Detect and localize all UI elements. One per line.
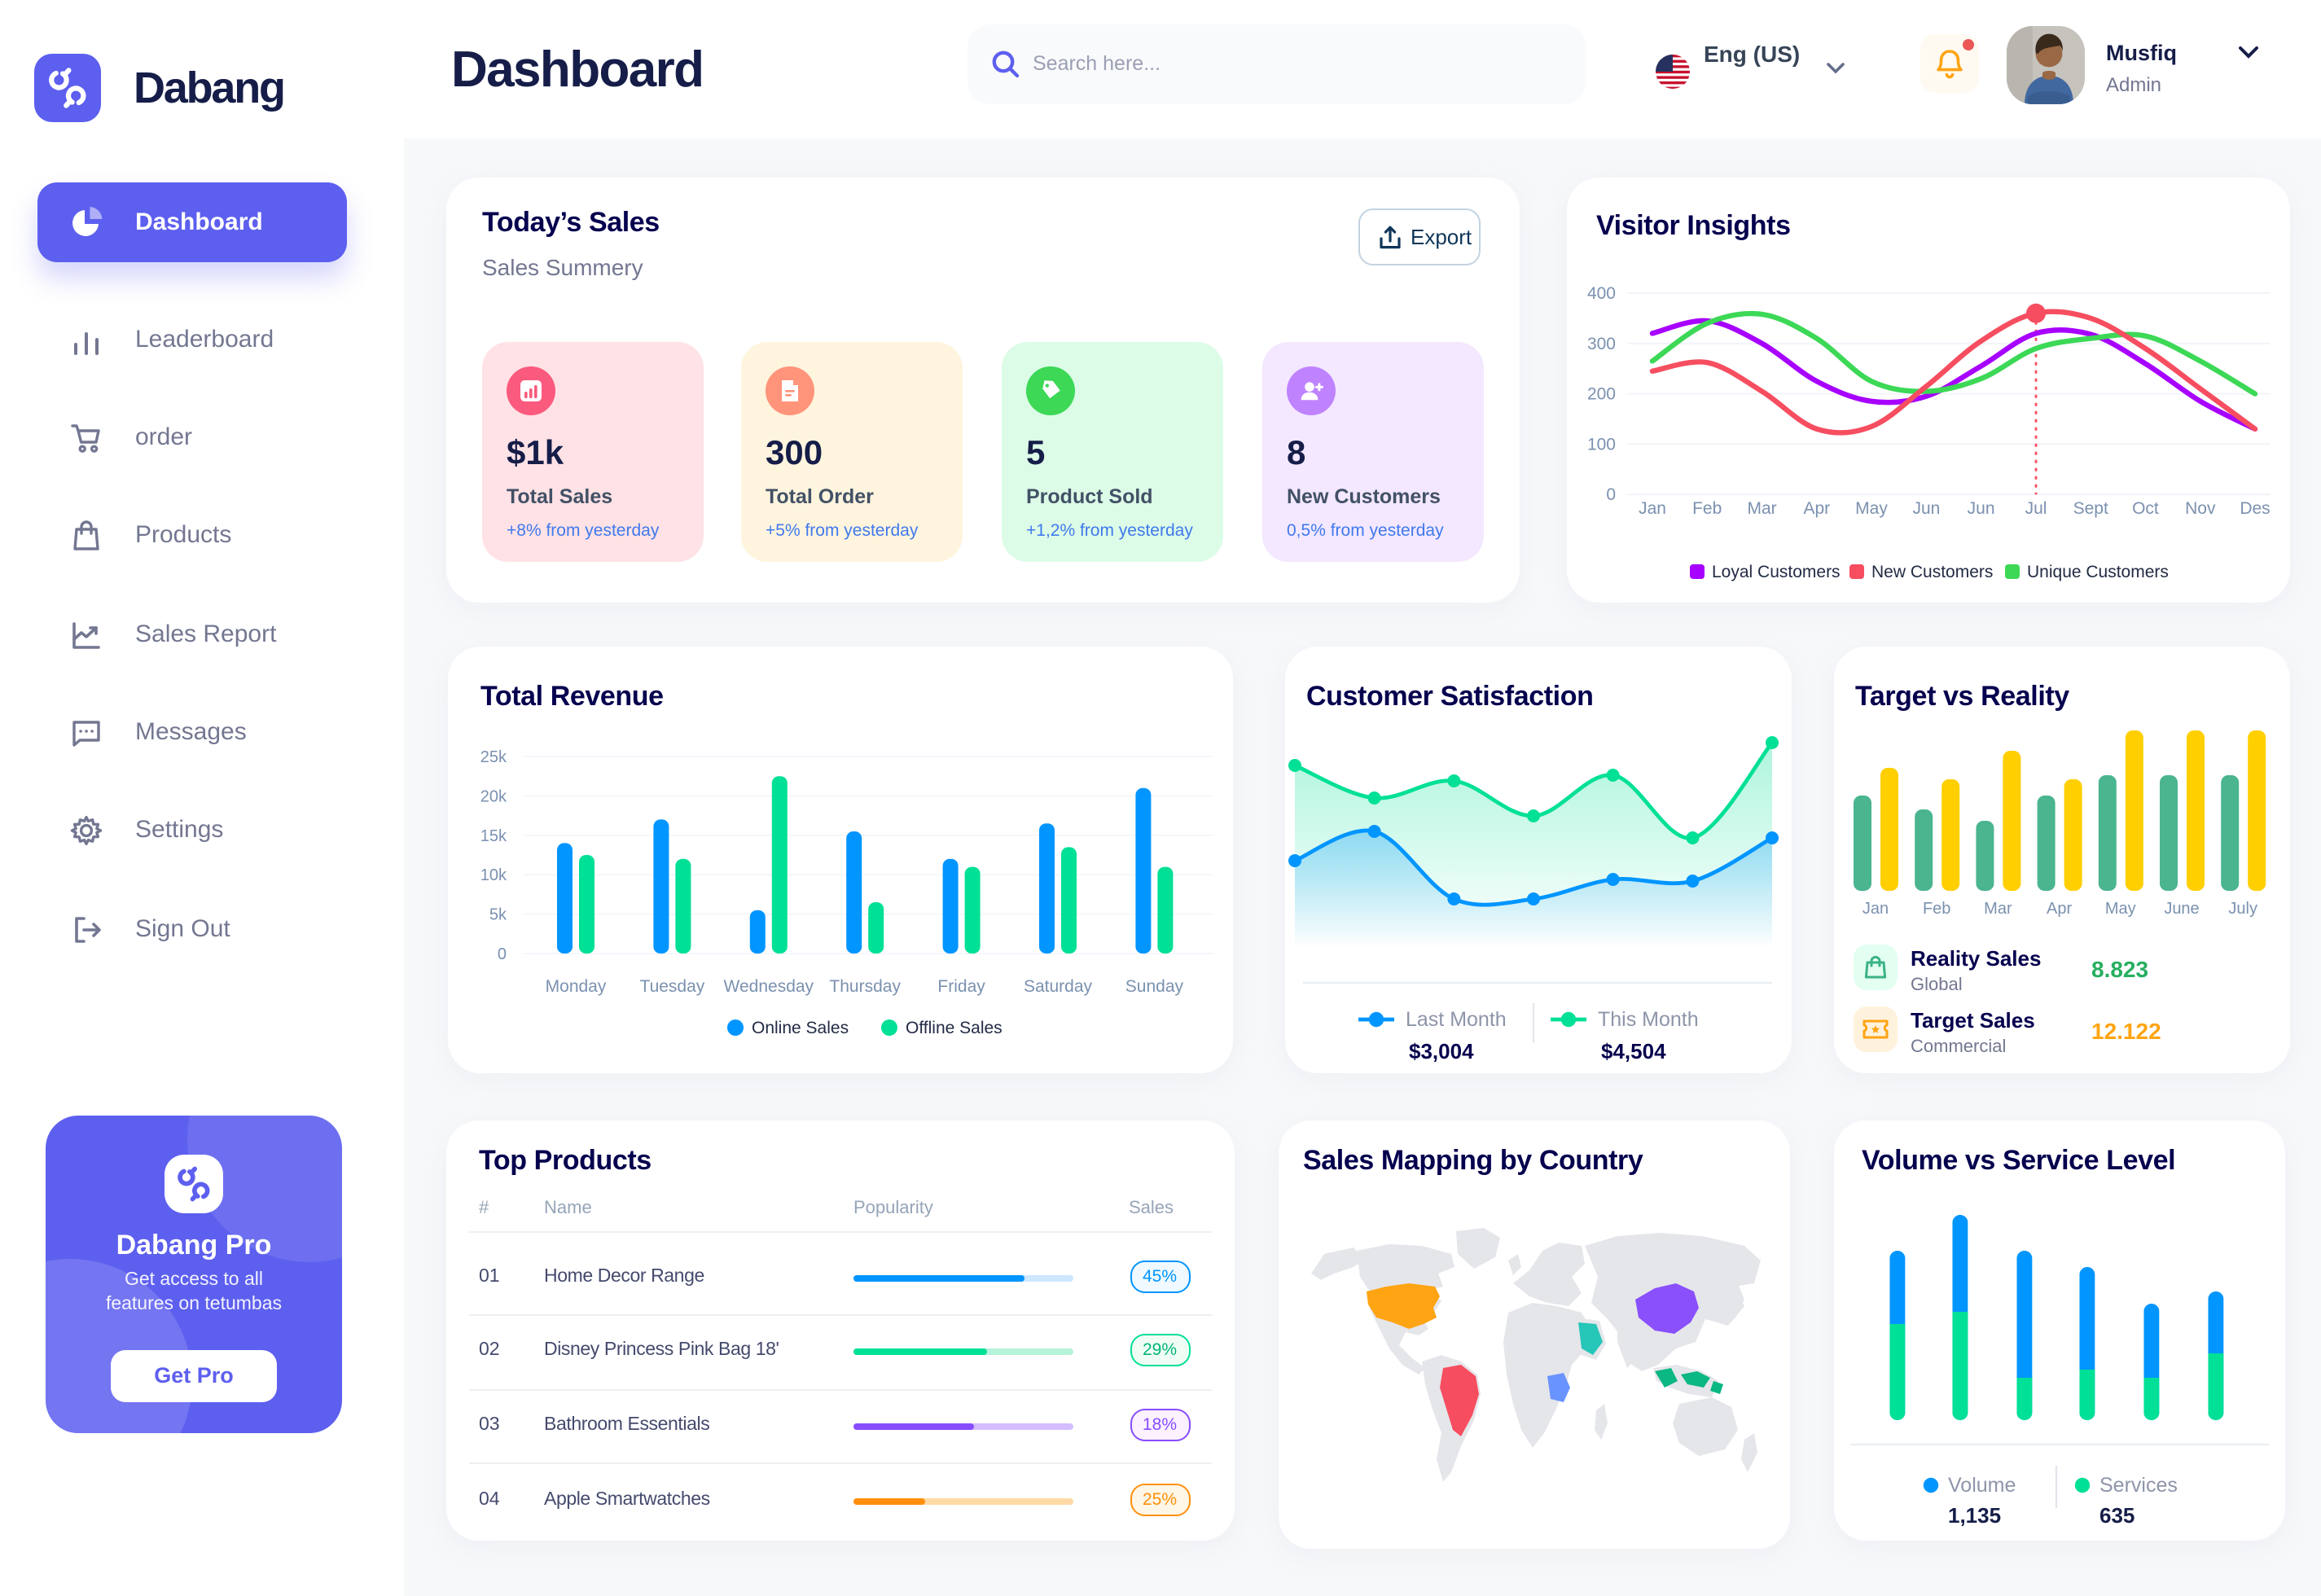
svg-text:20k: 20k xyxy=(480,787,507,805)
svg-text:Jun: Jun xyxy=(1912,499,1940,518)
svg-text:Monday: Monday xyxy=(546,977,607,996)
svg-text:Unique Customers: Unique Customers xyxy=(2027,563,2169,581)
svg-text:Tuesday: Tuesday xyxy=(640,977,705,996)
svg-text:Last Month: Last Month xyxy=(1406,1008,1507,1031)
svg-text:July: July xyxy=(2228,900,2257,918)
svg-text:15k: 15k xyxy=(480,827,507,845)
svg-text:0: 0 xyxy=(498,945,507,963)
svg-text:Jan: Jan xyxy=(1639,499,1666,518)
svg-text:Des: Des xyxy=(2240,499,2270,518)
svg-text:$4,504: $4,504 xyxy=(1601,1039,1666,1063)
svg-text:Services: Services xyxy=(2099,1474,2178,1497)
svg-text:$3,004: $3,004 xyxy=(1409,1039,1474,1063)
svg-text:Saturday: Saturday xyxy=(1024,977,1093,996)
svg-text:Thursday: Thursday xyxy=(829,977,901,996)
svg-text:Mar: Mar xyxy=(1984,900,2012,918)
svg-text:Feb: Feb xyxy=(1692,499,1722,518)
svg-text:200: 200 xyxy=(1587,385,1616,404)
svg-text:Apr: Apr xyxy=(2047,900,2072,918)
svg-text:400: 400 xyxy=(1587,284,1616,303)
svg-text:Sunday: Sunday xyxy=(1125,977,1184,996)
svg-text:Mar: Mar xyxy=(1748,499,1777,518)
svg-text:5k: 5k xyxy=(489,906,507,924)
svg-text:Friday: Friday xyxy=(937,977,985,996)
svg-text:May: May xyxy=(2105,900,2136,918)
svg-text:Wednesday: Wednesday xyxy=(724,977,814,996)
svg-text:May: May xyxy=(1855,499,1888,518)
svg-text:Nov: Nov xyxy=(2185,499,2216,518)
svg-text:635: 635 xyxy=(2099,1503,2135,1528)
svg-text:Loyal Customers: Loyal Customers xyxy=(1712,563,1841,581)
svg-text:0: 0 xyxy=(1606,485,1616,504)
svg-text:100: 100 xyxy=(1587,435,1616,454)
svg-text:Jan: Jan xyxy=(1863,900,1889,918)
svg-text:Apr: Apr xyxy=(1803,499,1830,518)
svg-text:1,135: 1,135 xyxy=(1948,1503,2001,1528)
svg-text:Offline Sales: Offline Sales xyxy=(906,1019,1003,1037)
svg-text:Jul: Jul xyxy=(2025,499,2047,518)
svg-text:300: 300 xyxy=(1587,335,1616,353)
svg-text:June: June xyxy=(2164,900,2199,918)
svg-text:Feb: Feb xyxy=(1923,900,1950,918)
svg-text:Online Sales: Online Sales xyxy=(752,1019,849,1037)
svg-text:This Month: This Month xyxy=(1598,1008,1699,1031)
svg-text:Jun: Jun xyxy=(1968,499,1995,518)
svg-text:Volume: Volume xyxy=(1948,1474,2016,1497)
svg-text:Sept: Sept xyxy=(2073,499,2108,518)
svg-text:10k: 10k xyxy=(480,866,507,884)
svg-text:New Customers: New Customers xyxy=(1871,563,1993,581)
svg-text:25k: 25k xyxy=(480,748,507,766)
svg-text:Oct: Oct xyxy=(2132,499,2159,518)
